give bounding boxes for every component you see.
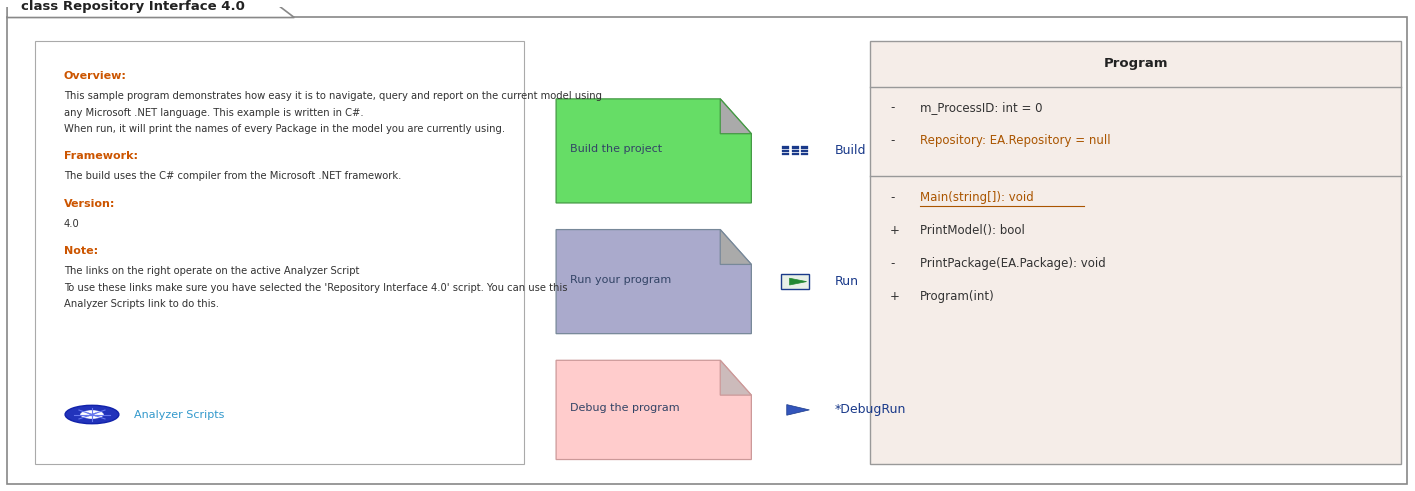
Circle shape: [81, 410, 103, 418]
Text: The links on the right operate on the active Analyzer Script: The links on the right operate on the ac…: [64, 266, 359, 276]
Text: This sample program demonstrates how easy it is to navigate, query and report on: This sample program demonstrates how eas…: [64, 91, 601, 101]
Text: +: +: [890, 290, 900, 302]
Text: *DebugRun: *DebugRun: [835, 404, 906, 416]
Text: 4.0: 4.0: [64, 219, 79, 229]
Text: +: +: [890, 224, 900, 237]
Polygon shape: [787, 405, 809, 415]
FancyBboxPatch shape: [870, 41, 1401, 464]
Text: Analyzer Scripts: Analyzer Scripts: [134, 409, 225, 419]
Text: Version:: Version:: [64, 198, 115, 209]
Text: Repository: EA.Repository = null: Repository: EA.Repository = null: [920, 134, 1111, 147]
FancyBboxPatch shape: [792, 146, 798, 149]
Text: Note:: Note:: [64, 246, 98, 256]
Text: Program: Program: [1104, 57, 1167, 70]
FancyBboxPatch shape: [801, 153, 808, 155]
Circle shape: [65, 405, 119, 424]
Text: The build uses the C# compiler from the Microsoft .NET framework.: The build uses the C# compiler from the …: [64, 171, 400, 182]
FancyBboxPatch shape: [801, 146, 808, 149]
Text: -: -: [890, 134, 894, 147]
Text: -: -: [890, 101, 894, 114]
Text: Build: Build: [835, 144, 866, 158]
Polygon shape: [720, 360, 751, 395]
Text: Framework:: Framework:: [64, 151, 137, 161]
FancyBboxPatch shape: [782, 153, 790, 155]
FancyBboxPatch shape: [792, 153, 798, 155]
Text: -: -: [890, 257, 894, 270]
Text: PrintModel(): bool: PrintModel(): bool: [920, 224, 1024, 237]
Text: To use these links make sure you have selected the 'Repository Interface 4.0' sc: To use these links make sure you have se…: [64, 283, 567, 293]
Polygon shape: [556, 360, 751, 460]
Polygon shape: [7, 0, 294, 18]
Polygon shape: [790, 278, 807, 285]
Text: Run your program: Run your program: [570, 274, 672, 285]
Text: PrintPackage(EA.Package): void: PrintPackage(EA.Package): void: [920, 257, 1105, 270]
Text: m_ProcessID: int = 0: m_ProcessID: int = 0: [920, 101, 1043, 114]
Text: -: -: [890, 191, 894, 204]
Polygon shape: [556, 230, 751, 334]
Text: any Microsoft .NET language. This example is written in C#.: any Microsoft .NET language. This exampl…: [64, 108, 364, 117]
FancyBboxPatch shape: [7, 17, 1407, 484]
Polygon shape: [556, 99, 751, 203]
Polygon shape: [720, 99, 751, 134]
Text: Run: Run: [835, 275, 859, 288]
FancyBboxPatch shape: [782, 146, 790, 149]
FancyBboxPatch shape: [782, 150, 790, 152]
Text: Overview:: Overview:: [64, 71, 126, 81]
Text: Debug the program: Debug the program: [570, 403, 679, 413]
Text: Analyzer Scripts link to do this.: Analyzer Scripts link to do this.: [64, 300, 219, 309]
Text: When run, it will print the names of every Package in the model you are currentl: When run, it will print the names of eve…: [64, 124, 505, 134]
Text: Program(int): Program(int): [920, 290, 995, 302]
Polygon shape: [720, 230, 751, 265]
FancyBboxPatch shape: [801, 150, 808, 152]
Text: class Repository Interface 4.0: class Repository Interface 4.0: [21, 0, 245, 13]
Text: Build the project: Build the project: [570, 144, 662, 154]
FancyBboxPatch shape: [35, 41, 524, 464]
Text: Main(string[]): void: Main(string[]): void: [920, 191, 1033, 204]
FancyBboxPatch shape: [792, 150, 798, 152]
FancyBboxPatch shape: [781, 274, 809, 289]
